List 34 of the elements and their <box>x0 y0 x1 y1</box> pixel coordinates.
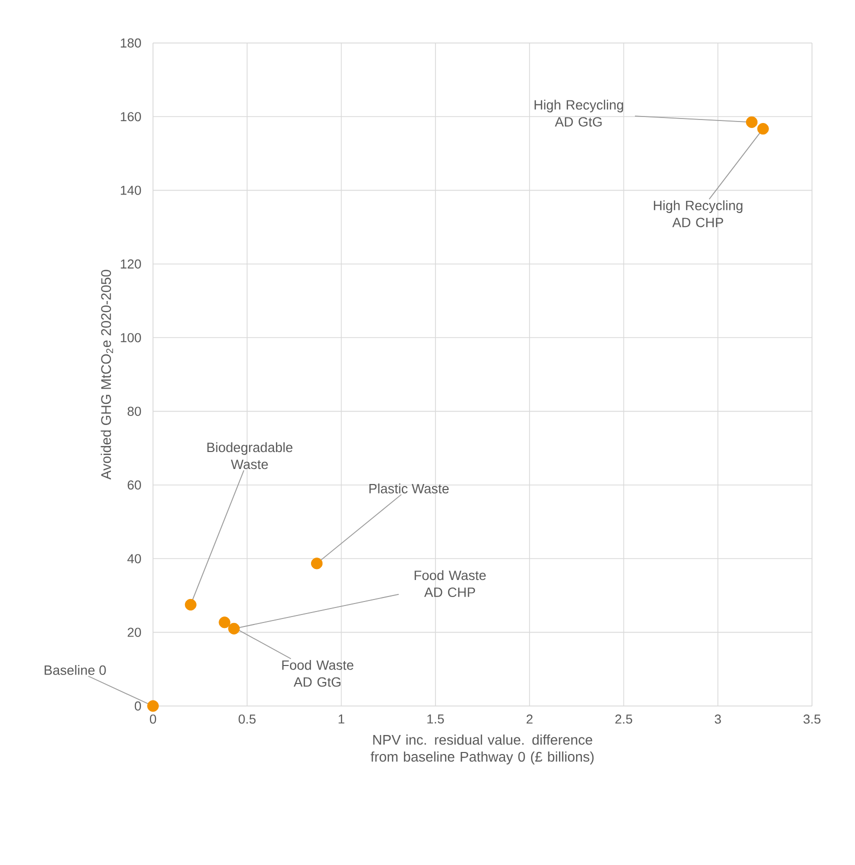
y-tick-label: 80 <box>128 406 141 416</box>
y-tick-label: 120 <box>120 259 141 269</box>
point <box>147 700 159 712</box>
x-axis-title: NPV inc. residual value. difference from baseline Pathway 0 (£ billions) <box>370 734 594 764</box>
x-tick-label: 2 <box>526 714 533 724</box>
point <box>228 622 240 634</box>
point <box>746 116 758 128</box>
x-tick-label: 3.5 <box>804 714 820 724</box>
point <box>757 123 769 135</box>
y-tick-label: 100 <box>120 333 141 342</box>
y-tick-label: 160 <box>120 112 141 122</box>
x-tick-label: 2.5 <box>615 714 632 724</box>
x-tick-label: 0.5 <box>238 714 256 724</box>
y-axis-title: Avoided GHG MtCO$_{2}$e 2020-2050 <box>100 270 114 480</box>
point <box>311 558 323 570</box>
annotation: Baseline 0 <box>44 665 106 675</box>
point <box>218 616 230 628</box>
y-tick-label: 0 <box>134 701 141 711</box>
y-tick-label: 40 <box>127 554 141 564</box>
annotation: Food Waste AD GtG <box>282 660 354 687</box>
annotation: Food Waste AD CHP <box>414 570 486 598</box>
x-tick-label: 1 <box>338 714 344 724</box>
annotation: High Recycling AD CHP <box>654 200 742 228</box>
y-tick-label: 20 <box>128 628 141 637</box>
y-tick-label: 140 <box>120 186 141 195</box>
annotation: Plastic Waste <box>369 484 449 494</box>
x-tick-label: 3 <box>714 714 721 724</box>
x-tick-label: 0 <box>150 714 156 724</box>
point <box>184 599 196 610</box>
y-tick-label: 180 <box>120 38 141 48</box>
x-tick-label: 1.5 <box>427 714 444 724</box>
annotation: High Recycling AD GtG <box>534 100 624 127</box>
annotation: Biodegradable Waste <box>207 442 292 470</box>
y-tick-label: 60 <box>128 480 141 490</box>
